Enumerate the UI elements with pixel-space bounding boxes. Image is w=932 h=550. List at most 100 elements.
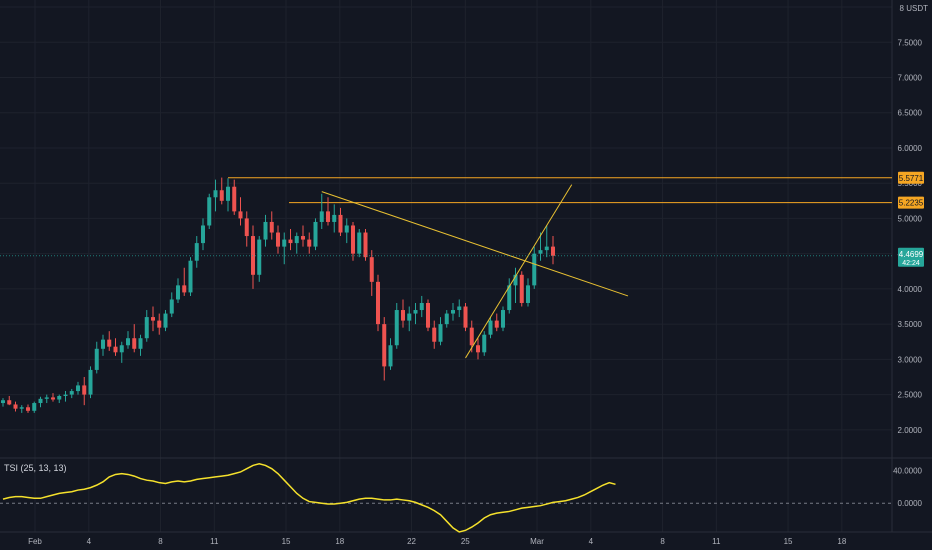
candle-body — [363, 232, 368, 258]
candle-body — [132, 338, 137, 349]
time-tick-label: 4 — [589, 537, 594, 546]
candle-body — [263, 221, 268, 240]
time-tick-label: 11 — [210, 537, 219, 546]
candle-body — [219, 190, 224, 201]
trendline — [465, 184, 573, 359]
candle-body — [26, 407, 30, 411]
candle-body — [394, 310, 399, 346]
candle-body — [451, 310, 455, 314]
candle-body — [538, 250, 543, 254]
tsi-tick-label: 0.0000 — [898, 499, 923, 508]
candle-body — [207, 197, 212, 226]
candle-body — [232, 186, 237, 212]
candle-body — [94, 348, 99, 370]
price-tick-label: 7.5000 — [898, 38, 923, 47]
time-tick-label: 18 — [335, 537, 344, 546]
time-tick-label: Feb — [28, 537, 42, 546]
candle-body — [519, 274, 524, 303]
candle-body — [182, 285, 187, 293]
price-tick-label: 3.5000 — [898, 320, 923, 329]
candle-body — [401, 310, 405, 321]
candle-body — [282, 239, 287, 247]
candle-body — [463, 306, 468, 328]
candle-body — [138, 338, 143, 349]
candle-body — [388, 345, 393, 367]
candle-body — [494, 320, 499, 328]
tsi-indicator-title[interactable]: TSI (25, 13, 13) — [4, 463, 67, 473]
candle-body — [376, 281, 380, 325]
candle-body — [82, 385, 87, 395]
tsi-tick-label: 40.0000 — [893, 466, 922, 475]
candle-body — [194, 243, 199, 261]
tsi-line — [2, 462, 616, 533]
level-price-tag — [898, 171, 924, 184]
candle-body — [526, 285, 530, 303]
time-tick-label: 15 — [282, 537, 291, 546]
candle-body — [169, 299, 174, 314]
candle-body — [32, 403, 37, 411]
level-price-tag — [898, 196, 924, 209]
candle-body — [294, 236, 299, 244]
candle-body — [507, 285, 512, 311]
candle-body — [326, 211, 330, 222]
price-tick-label: 6.0000 — [898, 144, 923, 153]
candle-body — [532, 253, 537, 286]
price-tick-label: 6.5000 — [898, 109, 923, 118]
currency-unit-label: 8 USDT — [899, 4, 928, 13]
candle-body — [444, 313, 449, 325]
candle-body — [119, 345, 124, 353]
candle-body — [144, 317, 149, 339]
candle-body — [344, 225, 349, 233]
candle-body — [69, 391, 74, 395]
candle-body — [482, 334, 487, 353]
candle-body — [113, 346, 118, 353]
candle-body — [201, 225, 205, 244]
candle-body — [488, 320, 493, 335]
candle-body — [57, 395, 62, 400]
candle-body — [313, 221, 318, 247]
time-tick-label: Mar — [530, 537, 544, 546]
candle-body — [551, 246, 555, 256]
candle-body — [307, 239, 312, 247]
time-tick-label: 25 — [461, 537, 470, 546]
price-tick-label: 7.0000 — [898, 74, 923, 83]
candle-body — [238, 211, 243, 219]
candle-body — [544, 246, 549, 251]
candle-body — [369, 257, 374, 282]
candle-body — [19, 407, 24, 409]
trendline — [321, 191, 629, 297]
candle-body — [244, 218, 249, 237]
candle-body — [426, 302, 430, 328]
candle-body — [513, 274, 518, 286]
candle-body — [226, 186, 230, 201]
level-price-tag-label: 5.2235 — [899, 199, 924, 208]
candle-body — [288, 239, 293, 244]
candle-body — [157, 320, 162, 328]
candle-body — [419, 302, 424, 311]
candle-body — [107, 339, 112, 347]
candle-body — [13, 404, 18, 409]
candle-body — [101, 339, 105, 349]
price-tick-label: 2.0000 — [898, 426, 923, 435]
candle-body — [213, 190, 218, 198]
candle-body — [126, 338, 130, 346]
time-tick-label: 11 — [712, 537, 721, 546]
candle-body — [432, 327, 437, 342]
candle-body — [188, 260, 193, 293]
price-tick-label: 5.0000 — [898, 214, 923, 223]
price-tick-label: 2.5000 — [898, 391, 923, 400]
candle-body — [438, 324, 443, 342]
candle-body — [163, 313, 168, 328]
candle-body — [301, 236, 305, 240]
candle-body — [63, 394, 68, 396]
candles — [1, 177, 555, 413]
candle-body — [457, 306, 462, 311]
last-price-tag — [898, 247, 924, 267]
time-tick-label: 18 — [837, 537, 846, 546]
last-price-tag-label: 4.4699 — [899, 250, 924, 259]
candle-body — [151, 317, 155, 321]
candle-body — [76, 385, 80, 392]
time-tick-label: 22 — [407, 537, 416, 546]
candle-body — [7, 400, 12, 405]
